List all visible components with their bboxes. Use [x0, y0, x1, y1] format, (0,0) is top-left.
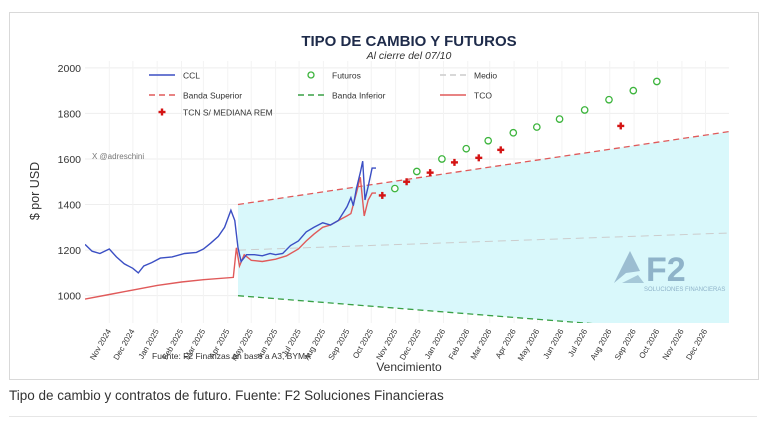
chart-subtitle: Al cierre del 07/10 [366, 50, 452, 62]
futuros-point [629, 86, 638, 95]
legend-item: Futuros [307, 71, 361, 81]
futuros-point [462, 144, 471, 153]
tcn-rem-point [450, 158, 458, 166]
marker-layer [378, 77, 661, 199]
y-tick-label: 1800 [58, 108, 82, 120]
tcn-rem-point [426, 169, 434, 177]
x-tick-label: Dec 2026 [684, 327, 709, 362]
x-tick-label: Oct 2026 [637, 327, 661, 360]
x-tick-label: Jun 2026 [541, 327, 566, 360]
tcn-rem-point [475, 154, 483, 162]
series-layer [85, 130, 729, 323]
legend-label: CCL [183, 71, 200, 81]
futuros-point [509, 128, 518, 137]
x-tick-label: Dec 2024 [112, 327, 137, 362]
logo-text: F2 [646, 251, 686, 289]
x-tick-label: Nov 2026 [661, 327, 686, 362]
x-tick-label: Nov 2024 [88, 327, 113, 362]
x-tick-label: Jan 2026 [423, 327, 448, 360]
futuros-point [605, 95, 613, 104]
x-tick-label: Jul 2026 [566, 327, 589, 358]
x-tick-label: Oct 2025 [351, 327, 375, 360]
legend-label: Futuros [332, 71, 361, 81]
legend-label: TCN S/ MEDIANA REM [183, 108, 273, 118]
legend-item: TCN S/ MEDIANA REM [158, 108, 273, 118]
y-axis: 1000 1200 1400 1600 1800 2000 [58, 63, 82, 303]
watermark: X @adreschini [92, 152, 144, 161]
logo-mark-icon-2 [622, 275, 644, 283]
futuros-point [390, 184, 399, 193]
f2-logo: F2 SOLUCIONES FINANCIERAS [614, 251, 725, 293]
logo-mark-icon [614, 251, 640, 283]
legend: CCL Futuros Medio Banda Superior Banda Infer… [149, 71, 497, 118]
futuros-point [438, 155, 446, 163]
series-tco [85, 177, 376, 300]
legend-label: TCO [474, 91, 492, 101]
x-tick-label: Apr 2026 [494, 327, 518, 360]
tcn-rem-point [403, 178, 411, 186]
tcn-rem-point [617, 122, 625, 130]
x-tick-label: Dec 2025 [398, 327, 423, 362]
futuros-point [555, 115, 564, 123]
legend-label: Banda Inferior [332, 91, 386, 101]
y-tick-label: 1000 [58, 291, 82, 303]
x-tick-label: May 2026 [516, 327, 542, 362]
futuros-point [532, 123, 541, 131]
x-tick-label: Sep 2025 [327, 327, 352, 362]
legend-label: Banda Superior [183, 91, 242, 101]
y-tick-label: 1400 [58, 200, 82, 212]
series-banda-inferior [237, 295, 593, 323]
futuros-point [580, 106, 589, 114]
source-note: Fuente: F2 Finanzas en base a A3, BYMA [152, 351, 311, 361]
tcn-rem-point [497, 146, 505, 154]
futuros-point [412, 167, 421, 176]
legend-swatch [307, 71, 315, 79]
series-medio [237, 232, 729, 251]
band-layer [238, 131, 729, 323]
futuros-point [484, 136, 493, 145]
legend-item: Banda Superior [149, 91, 242, 101]
legend-item: Medio [440, 71, 497, 81]
futuros-point [652, 77, 661, 86]
figure-caption: Tipo de cambio y contratos de futuro. Fu… [9, 388, 444, 403]
x-axis-label: Vencimiento [376, 360, 442, 374]
y-tick-label: 1600 [58, 154, 82, 166]
tcn-rem-point [378, 191, 386, 199]
y-axis-label: $ por USD [28, 162, 42, 220]
series-banda-superior [237, 130, 729, 206]
y-tick-label: 2000 [58, 63, 82, 75]
band-area [238, 131, 729, 323]
legend-label: Medio [474, 71, 497, 81]
series-ccl [85, 161, 376, 274]
x-tick-label: Sep 2026 [613, 327, 638, 362]
x-tick-label: Mar 2026 [469, 327, 494, 361]
chart-title: TIPO DE CAMBIO Y FUTUROS [301, 33, 516, 50]
x-tick-label: Nov 2025 [374, 327, 399, 362]
chart-frame: 1000 1200 1400 1600 1800 2000 Nov 2024 Dec 202… [9, 12, 759, 380]
legend-item: TCO [440, 91, 492, 101]
x-tick-label: Aug 2026 [589, 327, 614, 362]
divider [9, 416, 757, 417]
legend-item: Banda Inferior [298, 91, 386, 101]
logo-subtext: SOLUCIONES FINANCIERAS [644, 287, 725, 293]
legend-item: CCL [149, 71, 200, 81]
y-tick-label: 1200 [58, 245, 82, 257]
